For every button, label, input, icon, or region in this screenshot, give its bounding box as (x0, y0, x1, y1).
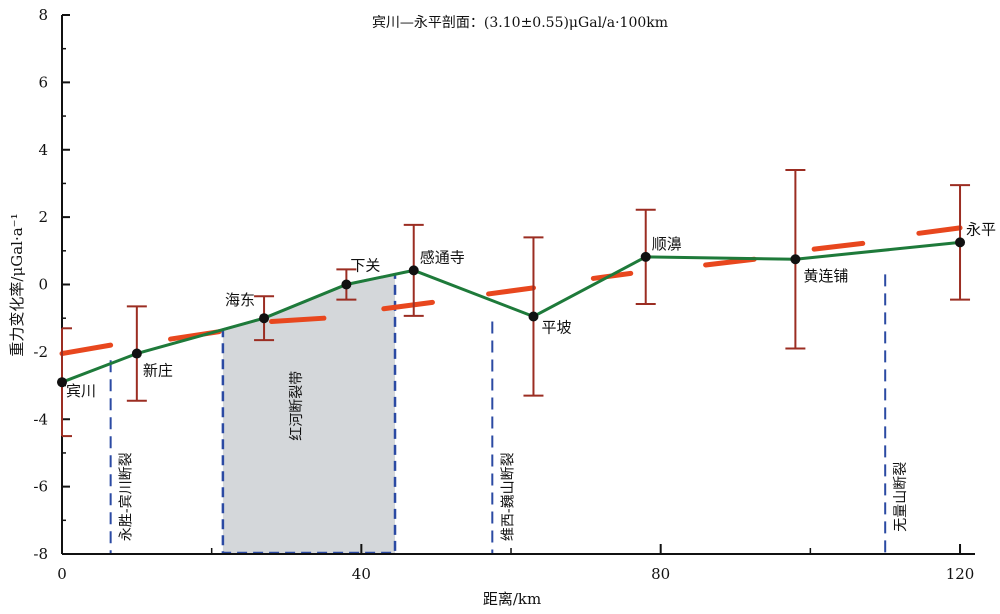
x-tick-label: 0 (57, 565, 67, 583)
chart-title: 宾川—永平剖面：(3.10±0.55)μGal/a·100km (372, 15, 668, 31)
fault-label: 维西-巍山断裂 (500, 452, 516, 541)
x-tick-label: 120 (946, 565, 975, 583)
station-label: 新庄 (143, 362, 173, 380)
fault-zone-area (222, 274, 396, 553)
y-tick-label: 0 (38, 276, 48, 294)
slope-segment (59, 342, 114, 357)
station-marker (790, 254, 801, 265)
x-tick-label: 80 (651, 565, 670, 583)
y-tick-label: 2 (38, 208, 48, 226)
station-marker (528, 311, 539, 322)
station-label: 顺濞 (652, 235, 682, 253)
y-tick-label: 4 (38, 141, 48, 159)
y-tick-label: -4 (33, 410, 48, 428)
y-tick-label: 8 (38, 6, 48, 24)
slope-segment (269, 315, 327, 325)
station-label: 下关 (350, 257, 380, 275)
station-label: 永平 (966, 220, 996, 238)
station-marker (955, 237, 966, 248)
station-label: 海东 (225, 291, 255, 309)
fault-label: 无量山断裂 (893, 462, 909, 532)
x-tick-label: 40 (352, 565, 371, 583)
slope-segment (916, 225, 963, 236)
station-marker (640, 251, 651, 262)
slope-segment (811, 240, 866, 252)
station-marker (57, 377, 67, 388)
y-tick-label: -6 (33, 478, 48, 496)
station-points-layer (57, 237, 966, 388)
station-label: 感通寺 (420, 248, 465, 266)
station-marker (259, 313, 270, 324)
fault-zone-label: 红河断裂带 (289, 371, 305, 441)
y-tick-label: 6 (38, 73, 48, 91)
station-marker (131, 348, 142, 359)
slope-segment (703, 256, 757, 268)
y-tick-label: -8 (33, 545, 48, 563)
y-axis-title: 重力变化率/μGal·a⁻¹ (8, 213, 26, 356)
slope-segment (381, 299, 435, 312)
x-axis-title: 距离/km (483, 590, 541, 608)
fault-lines-layer: 永胜-宾川断裂 维西-巍山断裂 无量山断裂 (109, 274, 909, 554)
fault-label: 永胜-宾川断裂 (119, 452, 135, 541)
station-label: 黄连铺 (803, 267, 848, 285)
station-label: 平坡 (541, 319, 571, 337)
station-label: 宾川 (66, 382, 96, 400)
slope-segment (486, 285, 536, 297)
station-marker (341, 279, 352, 290)
y-tick-label: -2 (33, 343, 48, 361)
station-marker (408, 265, 419, 276)
